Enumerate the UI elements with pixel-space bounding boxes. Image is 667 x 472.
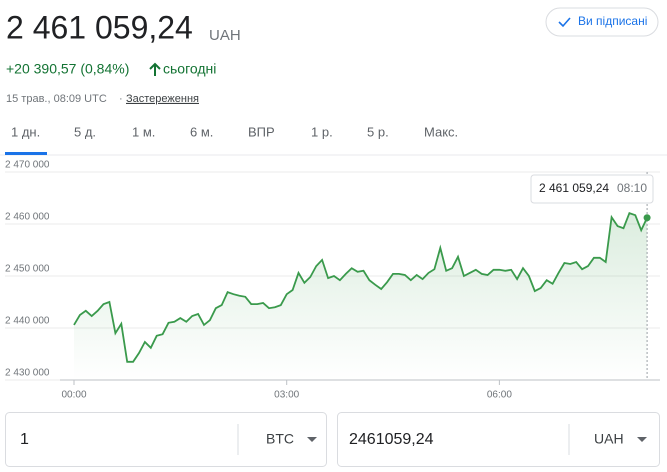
tooltip-time: 08:10	[617, 181, 647, 195]
check-icon	[558, 17, 571, 28]
change: +20 390,57 (0,84%)	[6, 61, 129, 77]
y-tick-label: 2 470 000	[5, 160, 50, 171]
tab[interactable]: ВПР	[248, 124, 275, 139]
tooltip-box	[530, 174, 654, 204]
button-outline[interactable]	[545, 7, 659, 37]
last-point	[643, 214, 651, 222]
x-tick-label: 00:00	[61, 390, 86, 401]
input-box[interactable]	[5, 412, 327, 467]
tab[interactable]: 1 р.	[311, 124, 333, 139]
separator: ·	[119, 93, 123, 105]
up-arrow	[149, 62, 161, 76]
y-tick-label: 2 460 000	[5, 212, 50, 223]
converter: 1 BTC 2461059,24 UAH	[5, 412, 660, 467]
tab[interactable]: 5 д.	[74, 124, 96, 139]
timestamp: 15 трав., 08:09 UTC	[6, 93, 107, 105]
currency: UAH	[209, 27, 241, 44]
price: 2 461 059,24	[6, 9, 193, 45]
change-period: сьогодні	[163, 61, 216, 77]
disclaimer[interactable]: Застереження	[126, 93, 199, 105]
y-tick-label: 2 430 000	[5, 368, 50, 379]
to-amount[interactable]: 2461059,24	[349, 431, 434, 448]
follow-label[interactable]: Ви підписані	[578, 14, 647, 28]
input-box[interactable]	[337, 412, 660, 467]
price-line	[73, 211, 648, 363]
tooltip-value: 2 461 059,24	[539, 181, 609, 195]
tab[interactable]: Макс.	[424, 124, 458, 139]
tab[interactable]: 1 м.	[132, 124, 155, 139]
x-tick-label: 06:00	[487, 390, 512, 401]
from-currency[interactable]: BTC	[266, 431, 294, 447]
to-currency[interactable]: UAH	[594, 431, 624, 447]
dropdown-icon	[637, 437, 647, 442]
follow-button[interactable]: Ви підписані	[545, 7, 659, 37]
tab-indicator	[5, 152, 47, 155]
dropdown-icon	[307, 437, 317, 442]
tab[interactable]: 1 дн.	[11, 124, 40, 139]
y-tick-label: 2 440 000	[5, 316, 50, 327]
area	[74, 213, 648, 380]
tab[interactable]: 5 р.	[367, 124, 389, 139]
y-tick-label: 2 450 000	[5, 264, 50, 275]
from-amount[interactable]: 1	[20, 431, 29, 448]
x-tick-label: 03:00	[274, 390, 299, 401]
tab[interactable]: 6 м.	[190, 124, 213, 139]
